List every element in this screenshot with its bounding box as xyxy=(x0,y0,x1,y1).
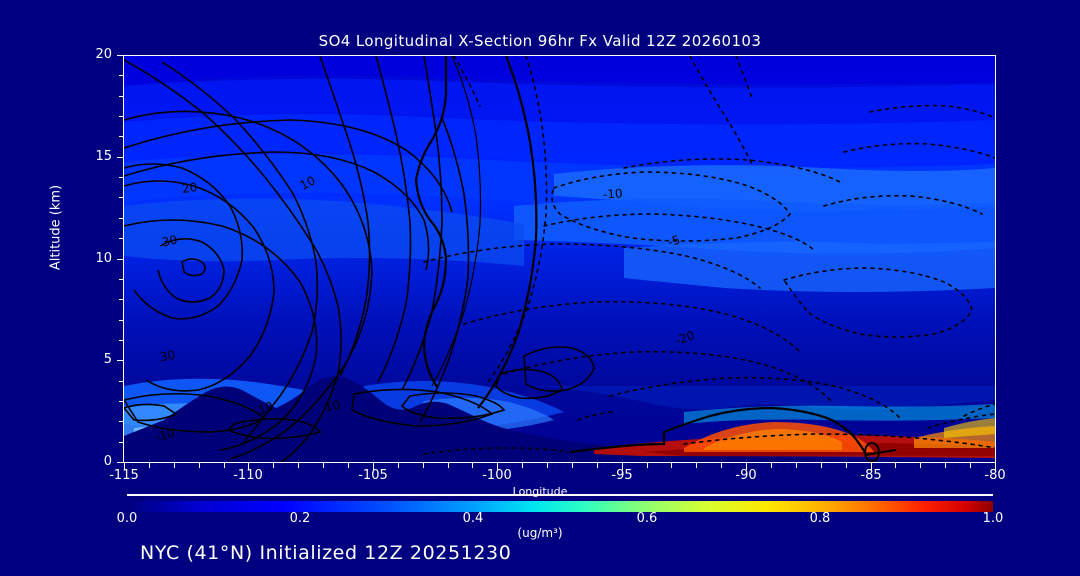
wind-contours-negative xyxy=(423,56,995,455)
y-tick-minor xyxy=(119,340,124,341)
colorbar-tick-label: 0.6 xyxy=(636,511,658,526)
y-tick xyxy=(117,360,124,361)
y-tick-minor xyxy=(119,421,124,422)
colorbar-tick-label: 0.4 xyxy=(462,511,484,526)
x-tick-label: -90 xyxy=(735,468,757,483)
colorbar-tick-label: 0.0 xyxy=(116,511,138,526)
contour-label: 30 xyxy=(158,347,177,365)
y-tick-minor xyxy=(119,279,124,280)
surface-plume xyxy=(534,386,995,463)
x-tick-label: -110 xyxy=(233,468,263,483)
y-tick-minor xyxy=(119,238,124,239)
y-tick xyxy=(117,157,124,158)
x-tick-minor xyxy=(298,463,299,468)
colorbar-tick-label: 0.2 xyxy=(289,511,311,526)
x-tick-minor xyxy=(572,463,573,468)
x-tick-label: -85 xyxy=(860,468,882,483)
x-tick xyxy=(995,463,996,470)
x-tick-minor xyxy=(970,463,971,468)
x-tick-label: -100 xyxy=(482,468,512,483)
x-tick-minor xyxy=(796,463,797,468)
x-tick-minor xyxy=(671,463,672,468)
x-tick-minor xyxy=(273,463,274,468)
y-tick-minor xyxy=(119,177,124,178)
x-tick-minor xyxy=(174,463,175,468)
x-tick-minor xyxy=(647,463,648,468)
y-tick-minor xyxy=(119,197,124,198)
figure-caption: NYC (41°N) Initialized 12Z 20251230 xyxy=(140,542,512,564)
y-tick-minor xyxy=(119,320,124,321)
y-tick-label: 5 xyxy=(103,352,112,367)
x-tick-minor xyxy=(224,463,225,468)
x-tick-minor xyxy=(696,463,697,468)
colorbar-tick-label: 0.8 xyxy=(809,511,831,526)
y-tick-minor xyxy=(119,299,124,300)
x-tick-minor xyxy=(771,463,772,468)
colorbar-top-rule xyxy=(127,494,993,496)
y-tick-minor xyxy=(119,218,124,219)
cross-section-plot: 20 10 30 30 10 10 -10 -10 -5 -20 xyxy=(124,55,996,463)
terrain-profile xyxy=(124,376,995,463)
y-tick xyxy=(117,462,124,463)
x-tick xyxy=(373,463,374,470)
y-tick-label: 10 xyxy=(95,251,112,266)
y-tick-minor xyxy=(119,75,124,76)
x-tick xyxy=(248,463,249,470)
x-tick-minor xyxy=(597,463,598,468)
y-tick-minor xyxy=(119,381,124,382)
x-tick-minor xyxy=(472,463,473,468)
x-tick-minor xyxy=(522,463,523,468)
x-tick-label: -95 xyxy=(611,468,633,483)
y-tick-minor xyxy=(119,136,124,137)
colorbar-tick-label: 1.0 xyxy=(982,511,1004,526)
x-tick xyxy=(124,463,125,470)
x-tick xyxy=(622,463,623,470)
x-tick xyxy=(746,463,747,470)
y-tick-label: 20 xyxy=(95,47,112,62)
colorbar xyxy=(127,497,993,512)
y-tick-minor xyxy=(119,442,124,443)
colorbar-gradient xyxy=(127,501,993,512)
y-tick-minor xyxy=(119,116,124,117)
x-tick xyxy=(497,463,498,470)
x-tick-minor xyxy=(920,463,921,468)
x-tick-label: -105 xyxy=(358,468,388,483)
x-tick-minor xyxy=(423,463,424,468)
x-tick-minor xyxy=(895,463,896,468)
x-tick-minor xyxy=(448,463,449,468)
x-tick-minor xyxy=(846,463,847,468)
y-tick xyxy=(117,55,124,56)
y-tick-label: 0 xyxy=(103,454,112,469)
x-tick xyxy=(871,463,872,470)
x-tick-minor xyxy=(398,463,399,468)
x-tick-minor xyxy=(348,463,349,468)
figure-title: SO4 Longitudinal X-Section 96hr Fx Valid… xyxy=(318,32,762,50)
x-tick-minor xyxy=(149,463,150,468)
mid-level-layers xyxy=(124,198,995,292)
x-tick-minor xyxy=(721,463,722,468)
x-tick-minor xyxy=(323,463,324,468)
x-tick-label: -115 xyxy=(109,468,139,483)
colorbar-unit-label: (ug/m³) xyxy=(517,526,563,540)
x-tick-label: -80 xyxy=(984,468,1006,483)
wind-contours-positive xyxy=(124,56,897,463)
x-tick-minor xyxy=(821,463,822,468)
cross-section-canvas xyxy=(124,56,995,463)
y-axis-title: Altitude (km) xyxy=(48,184,64,271)
y-tick xyxy=(117,259,124,260)
x-tick-minor xyxy=(945,463,946,468)
y-tick-minor xyxy=(119,401,124,402)
y-tick-minor xyxy=(119,96,124,97)
x-tick-minor xyxy=(199,463,200,468)
contour-label: -10 xyxy=(602,186,624,202)
y-tick-label: 15 xyxy=(95,149,112,164)
x-axis-line xyxy=(123,462,996,463)
x-tick-minor xyxy=(547,463,548,468)
contour-label: 20 xyxy=(181,180,199,196)
